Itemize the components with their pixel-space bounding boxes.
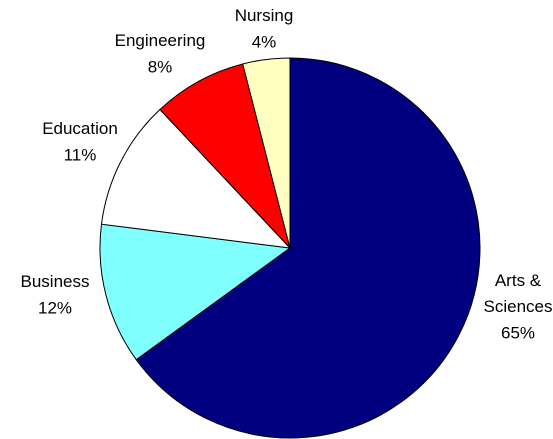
category-label: Engineering	[115, 31, 206, 50]
value-label: 8%	[148, 57, 173, 76]
label-line: Education	[42, 119, 118, 138]
label-line: Nursing	[235, 6, 294, 25]
value-label: 12%	[38, 298, 72, 317]
pie-slice	[159, 63, 291, 249]
value-label: 4%	[252, 32, 277, 51]
category-label: Arts & Sciences	[484, 271, 553, 316]
label-line: Sciences	[484, 297, 553, 316]
value-label: 11%	[64, 145, 97, 164]
category-label: Education	[42, 119, 118, 138]
label-line: Engineering	[115, 31, 206, 50]
label-line: Business	[21, 272, 90, 291]
label-line: Arts &	[495, 271, 542, 290]
pie-slice	[99, 223, 292, 361]
category-label: Business	[21, 272, 90, 291]
value-label: 65%	[501, 323, 535, 342]
category-label: Nursing	[235, 6, 294, 25]
pie-slice	[135, 57, 481, 439]
pie-slice	[242, 57, 291, 249]
pie-slice	[100, 108, 292, 249]
